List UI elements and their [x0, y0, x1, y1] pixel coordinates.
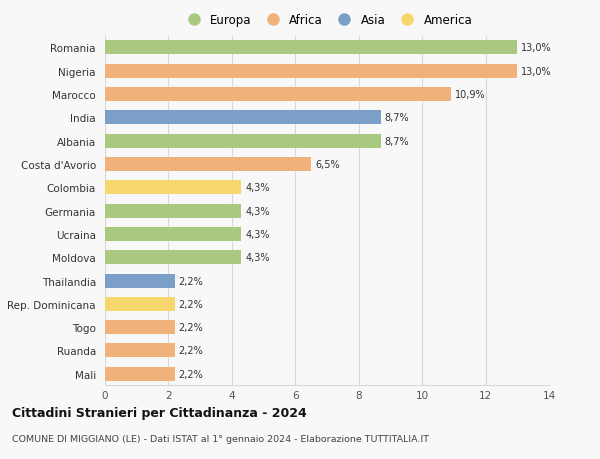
Bar [105, 88, 451, 102]
Bar [105, 111, 381, 125]
Bar [105, 157, 311, 172]
Text: 13,0%: 13,0% [521, 43, 552, 53]
Text: 4,3%: 4,3% [245, 206, 269, 216]
Text: 6,5%: 6,5% [315, 160, 340, 170]
Text: 8,7%: 8,7% [385, 113, 409, 123]
Bar [105, 41, 517, 56]
Text: Cittadini Stranieri per Cittadinanza - 2024: Cittadini Stranieri per Cittadinanza - 2… [12, 406, 307, 419]
Text: 4,3%: 4,3% [245, 230, 269, 240]
Legend: Europa, Africa, Asia, America: Europa, Africa, Asia, America [182, 14, 472, 28]
Text: COMUNE DI MIGGIANO (LE) - Dati ISTAT al 1° gennaio 2024 - Elaborazione TUTTITALI: COMUNE DI MIGGIANO (LE) - Dati ISTAT al … [12, 434, 429, 443]
Bar [105, 181, 241, 195]
Text: 13,0%: 13,0% [521, 67, 552, 77]
Text: 2,2%: 2,2% [179, 299, 203, 309]
Text: 2,2%: 2,2% [179, 276, 203, 286]
Text: 4,3%: 4,3% [245, 183, 269, 193]
Bar [105, 344, 175, 358]
Bar [105, 204, 241, 218]
Bar [105, 320, 175, 335]
Text: 2,2%: 2,2% [179, 346, 203, 356]
Bar [105, 367, 175, 381]
Text: 8,7%: 8,7% [385, 136, 409, 146]
Bar [105, 227, 241, 241]
Bar [105, 274, 175, 288]
Bar [105, 65, 517, 78]
Text: 10,9%: 10,9% [454, 90, 485, 100]
Bar [105, 297, 175, 311]
Text: 2,2%: 2,2% [179, 322, 203, 332]
Text: 4,3%: 4,3% [245, 252, 269, 263]
Bar [105, 134, 381, 148]
Bar [105, 251, 241, 265]
Text: 2,2%: 2,2% [179, 369, 203, 379]
